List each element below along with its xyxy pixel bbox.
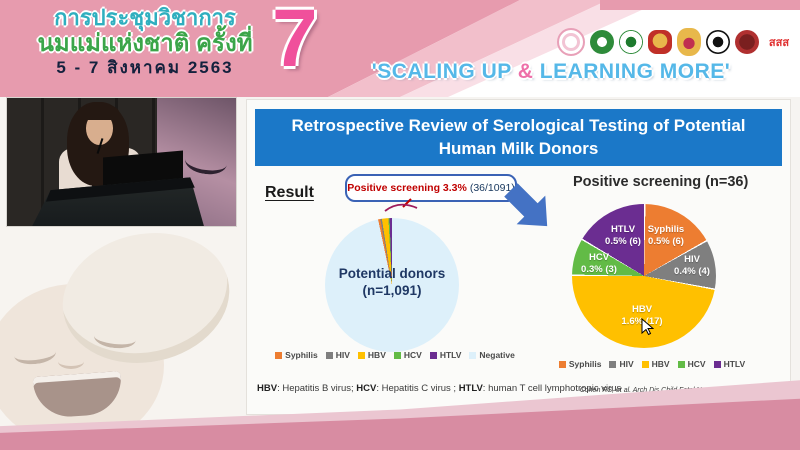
legend-item-hcv: HCV xyxy=(393,350,422,360)
conference-title: การประชุมวิชาการ นมแม่แห่งชาติ ครั้งที่ … xyxy=(20,5,270,77)
conference-banner: การประชุมวิชาการ นมแม่แห่งชาติ ครั้งที่ … xyxy=(0,0,800,97)
tagline-text-right: LEARNING MORE' xyxy=(533,60,731,83)
royal-crown-emblem xyxy=(677,28,701,56)
positive-screening-callout: Positive screening 3.3% (36/1091) xyxy=(345,174,517,202)
red-gold-institute-emblem xyxy=(648,30,672,54)
green-health-seal-1 xyxy=(590,30,614,54)
mother-and-child-breastfeeding-logo xyxy=(557,28,585,56)
callout-highlight: Positive screening 3.3% xyxy=(347,182,467,194)
banner-top-strip xyxy=(600,0,800,10)
tagline-text-left: 'SCALING UP xyxy=(371,60,518,83)
presenter-hair-fringe xyxy=(81,104,119,120)
syphilis-swatch-icon xyxy=(558,360,566,368)
slice-label-hcv: HCV 0.3% (3) xyxy=(581,252,617,275)
edition-number: 7 xyxy=(272,0,318,84)
htlv-swatch-icon xyxy=(713,360,721,368)
slice-label-hiv: HIV 0.4% (4) xyxy=(674,254,710,277)
hcv-swatch-icon xyxy=(393,351,401,359)
conference-title-line1: การประชุมวิชาการ xyxy=(54,5,236,30)
pie-chart-potential-donors xyxy=(325,218,459,352)
conference-date: 5 - 7 สิงหาคม 2563 xyxy=(56,57,234,77)
red-society-seal xyxy=(735,30,759,54)
htlv-swatch-icon xyxy=(429,351,437,359)
conference-title-line2: นมแม่แห่งชาติ ครั้งที่ xyxy=(37,29,253,57)
hiv-swatch-icon xyxy=(325,351,333,359)
legend-item-htlv: HTLV xyxy=(429,350,461,360)
sponsor-logo-row: สสส xyxy=(557,28,794,56)
arrow-right-icon xyxy=(504,183,548,227)
thaihealth-logo: สสส xyxy=(768,37,790,49)
pie1-legend: Syphilis HIV HBV HCV HTLV Negative xyxy=(275,350,515,360)
baby-nose xyxy=(58,354,84,369)
legend-item-hcv: HCV xyxy=(677,359,706,369)
pie1-label-line1: Potential donors xyxy=(338,266,446,281)
tagline-ampersand: & xyxy=(517,60,534,83)
hcv-swatch-icon xyxy=(677,360,685,368)
legend-item-hiv: HIV xyxy=(609,359,634,369)
pie1-center-label: Potential donors (n=1,091) xyxy=(307,266,477,300)
conference-tagline: 'SCALING UP & LEARNING MORE' xyxy=(305,60,797,84)
pie2-legend: Syphilis HIV HBV HCV HTLV xyxy=(558,359,745,369)
citation-reference: Cohen RS, et al. Arch Dis Child Fetal Ne… xyxy=(579,387,784,401)
legend-item-syphilis: Syphilis xyxy=(558,359,601,369)
hbv-swatch-icon xyxy=(357,351,365,359)
pie2-heading: Positive screening (n=36) xyxy=(573,174,749,190)
legend-item-htlv: HTLV xyxy=(713,359,745,369)
negative-swatch-icon xyxy=(469,351,477,359)
pie1-label-line2: (n=1,091) xyxy=(362,282,422,298)
legend-item-syphilis: Syphilis xyxy=(275,350,318,360)
presenter-video-feed xyxy=(7,98,236,226)
green-health-seal-2 xyxy=(619,30,643,54)
slice-label-htlv: HTLV 0.5% (6) xyxy=(605,224,641,247)
result-label: Result xyxy=(265,184,314,201)
black-university-seal xyxy=(706,30,730,54)
callout-pointer-icon xyxy=(384,198,418,212)
legend-item-hbv: HBV xyxy=(357,350,386,360)
hiv-swatch-icon xyxy=(609,360,617,368)
slice-label-syphilis: Syphilis 0.5% (6) xyxy=(647,224,685,247)
legend-item-negative: Negative xyxy=(469,350,515,360)
hbv-swatch-icon xyxy=(641,360,649,368)
callout-detail: (36/1091) xyxy=(469,182,515,194)
legend-item-hbv: HBV xyxy=(641,359,670,369)
syphilis-swatch-icon xyxy=(275,351,283,359)
abbreviation-footnote: HBV: Hepatitis B virus; HCV: Hepatitis C… xyxy=(257,383,622,394)
legend-item-hiv: HIV xyxy=(325,350,350,360)
presentation-slide: Retrospective Review of Serological Test… xyxy=(247,100,790,414)
baby-background-image xyxy=(0,226,240,450)
slide-title: Retrospective Review of Serological Test… xyxy=(255,109,782,166)
mouse-cursor-icon xyxy=(641,318,654,336)
